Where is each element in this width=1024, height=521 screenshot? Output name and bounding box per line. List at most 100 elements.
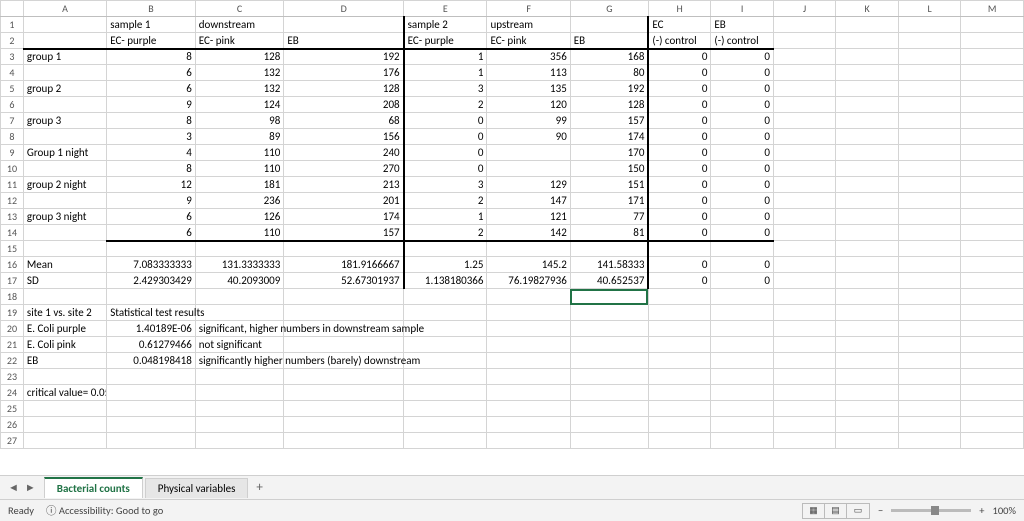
cell[interactable]	[836, 81, 899, 97]
cell[interactable]	[898, 33, 961, 49]
cell[interactable]: 0	[648, 113, 711, 129]
zoom-out-button[interactable]: −	[878, 504, 883, 517]
cell[interactable]	[23, 129, 106, 145]
cell[interactable]	[648, 241, 711, 257]
cell[interactable]	[836, 241, 899, 257]
cell[interactable]: 135	[487, 81, 570, 97]
cell[interactable]	[961, 305, 1024, 321]
cell[interactable]: EC- purple	[107, 33, 196, 49]
page-layout-view-icon[interactable]: ▤	[825, 504, 847, 518]
cell[interactable]	[570, 369, 648, 385]
cell[interactable]: EB	[284, 33, 404, 49]
cell[interactable]	[773, 257, 836, 273]
cell[interactable]	[23, 225, 106, 241]
cell[interactable]	[773, 353, 836, 369]
cell[interactable]	[487, 321, 570, 337]
cell[interactable]	[107, 417, 196, 433]
cell[interactable]: 174	[284, 209, 404, 225]
cell[interactable]: upstream	[487, 17, 570, 33]
cell[interactable]: 356	[487, 49, 570, 65]
cell[interactable]: group 2 night	[23, 177, 106, 193]
cell[interactable]: 176	[284, 65, 404, 81]
cell[interactable]	[487, 305, 570, 321]
cell[interactable]	[711, 417, 774, 433]
row-header[interactable]: 5	[1, 81, 24, 97]
cell[interactable]: critical value= 0.05	[23, 385, 106, 401]
cell[interactable]: 110	[195, 225, 284, 241]
cell[interactable]: EC	[648, 17, 711, 33]
cell[interactable]	[961, 401, 1024, 417]
cell[interactable]	[836, 369, 899, 385]
cell[interactable]: 174	[570, 129, 648, 145]
cell[interactable]	[284, 369, 404, 385]
cell[interactable]	[961, 145, 1024, 161]
select-all-corner[interactable]	[1, 1, 24, 17]
cell[interactable]	[570, 385, 648, 401]
cell[interactable]: group 3	[23, 113, 106, 129]
cell[interactable]: 0	[648, 177, 711, 193]
cell[interactable]	[961, 97, 1024, 113]
cell[interactable]: 171	[570, 193, 648, 209]
row-header[interactable]: 18	[1, 289, 24, 305]
cell[interactable]: 0	[648, 225, 711, 241]
cell[interactable]: sample 1	[107, 17, 196, 33]
cell[interactable]	[836, 257, 899, 273]
cell[interactable]	[773, 33, 836, 49]
cell[interactable]	[898, 321, 961, 337]
col-header[interactable]: I	[711, 1, 774, 17]
cell[interactable]	[570, 17, 648, 33]
add-sheet-button[interactable]: +	[250, 480, 268, 495]
cell[interactable]: (-) control	[648, 33, 711, 49]
cell[interactable]: 7.083333333	[107, 257, 196, 273]
cell[interactable]	[773, 49, 836, 65]
cell[interactable]: 213	[284, 177, 404, 193]
sheet-tab-active[interactable]: Bacterial counts	[44, 477, 143, 498]
cell[interactable]	[487, 145, 570, 161]
cell[interactable]: 0	[711, 209, 774, 225]
cell[interactable]: 6	[107, 209, 196, 225]
cell[interactable]: group 1	[23, 49, 106, 65]
cell[interactable]	[487, 401, 570, 417]
cell[interactable]	[898, 225, 961, 241]
cell[interactable]	[961, 369, 1024, 385]
cell[interactable]	[107, 385, 196, 401]
cell[interactable]	[570, 433, 648, 449]
cell[interactable]: (-) control	[711, 33, 774, 49]
cell[interactable]	[711, 385, 774, 401]
cell[interactable]	[107, 369, 196, 385]
cell[interactable]	[404, 289, 487, 305]
cell[interactable]	[107, 289, 196, 305]
row-header[interactable]: 21	[1, 337, 24, 353]
cell[interactable]	[836, 193, 899, 209]
cell[interactable]	[195, 241, 284, 257]
cell[interactable]: 2.429303429	[107, 273, 196, 289]
cell[interactable]: 157	[284, 225, 404, 241]
cell[interactable]	[195, 385, 284, 401]
cell[interactable]	[773, 17, 836, 33]
cell[interactable]	[898, 401, 961, 417]
cell[interactable]: 3	[107, 129, 196, 145]
cell[interactable]	[284, 433, 404, 449]
col-header[interactable]: K	[836, 1, 899, 17]
cell[interactable]	[961, 337, 1024, 353]
cell[interactable]	[404, 401, 487, 417]
cell[interactable]: Statistical test results	[107, 305, 196, 321]
cell[interactable]: 8	[107, 161, 196, 177]
cell[interactable]	[773, 433, 836, 449]
cell[interactable]	[284, 241, 404, 257]
cell[interactable]	[961, 129, 1024, 145]
cell[interactable]: 0	[404, 161, 487, 177]
cell[interactable]: 40.652537	[570, 273, 648, 289]
cell[interactable]	[898, 97, 961, 113]
cell[interactable]	[898, 337, 961, 353]
cell[interactable]: 89	[195, 129, 284, 145]
cell[interactable]	[711, 289, 774, 305]
cell[interactable]: 132	[195, 65, 284, 81]
cell[interactable]: 270	[284, 161, 404, 177]
cell[interactable]	[898, 433, 961, 449]
cell[interactable]	[773, 321, 836, 337]
cell[interactable]	[773, 289, 836, 305]
zoom-slider-thumb[interactable]	[931, 506, 939, 515]
cell[interactable]	[836, 65, 899, 81]
cell[interactable]: 0	[711, 273, 774, 289]
